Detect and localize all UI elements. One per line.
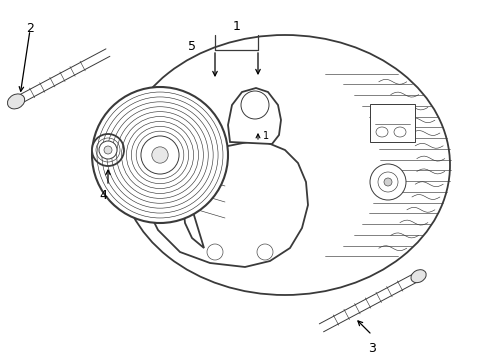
Ellipse shape <box>207 244 223 260</box>
Text: 2: 2 <box>26 22 34 35</box>
Ellipse shape <box>257 244 273 260</box>
Ellipse shape <box>99 141 117 159</box>
Polygon shape <box>14 49 110 105</box>
Ellipse shape <box>7 94 24 109</box>
Ellipse shape <box>241 91 269 119</box>
Ellipse shape <box>141 136 179 174</box>
Ellipse shape <box>394 127 406 137</box>
Ellipse shape <box>104 146 112 154</box>
Text: 3: 3 <box>368 342 376 355</box>
Polygon shape <box>138 110 308 267</box>
Ellipse shape <box>378 172 398 192</box>
Ellipse shape <box>173 122 193 142</box>
Ellipse shape <box>384 178 392 186</box>
Ellipse shape <box>411 270 426 283</box>
Ellipse shape <box>173 187 193 207</box>
Text: 4: 4 <box>99 189 107 202</box>
FancyBboxPatch shape <box>370 104 415 142</box>
Polygon shape <box>228 88 281 144</box>
Ellipse shape <box>152 147 168 163</box>
Text: 1: 1 <box>233 20 241 33</box>
Text: 1: 1 <box>263 131 269 141</box>
Polygon shape <box>319 272 421 332</box>
Ellipse shape <box>159 151 187 179</box>
Ellipse shape <box>136 131 184 179</box>
Ellipse shape <box>120 35 450 295</box>
Text: 5: 5 <box>188 40 196 53</box>
Ellipse shape <box>92 134 124 166</box>
Ellipse shape <box>370 164 406 200</box>
Ellipse shape <box>376 127 388 137</box>
Ellipse shape <box>92 87 228 223</box>
